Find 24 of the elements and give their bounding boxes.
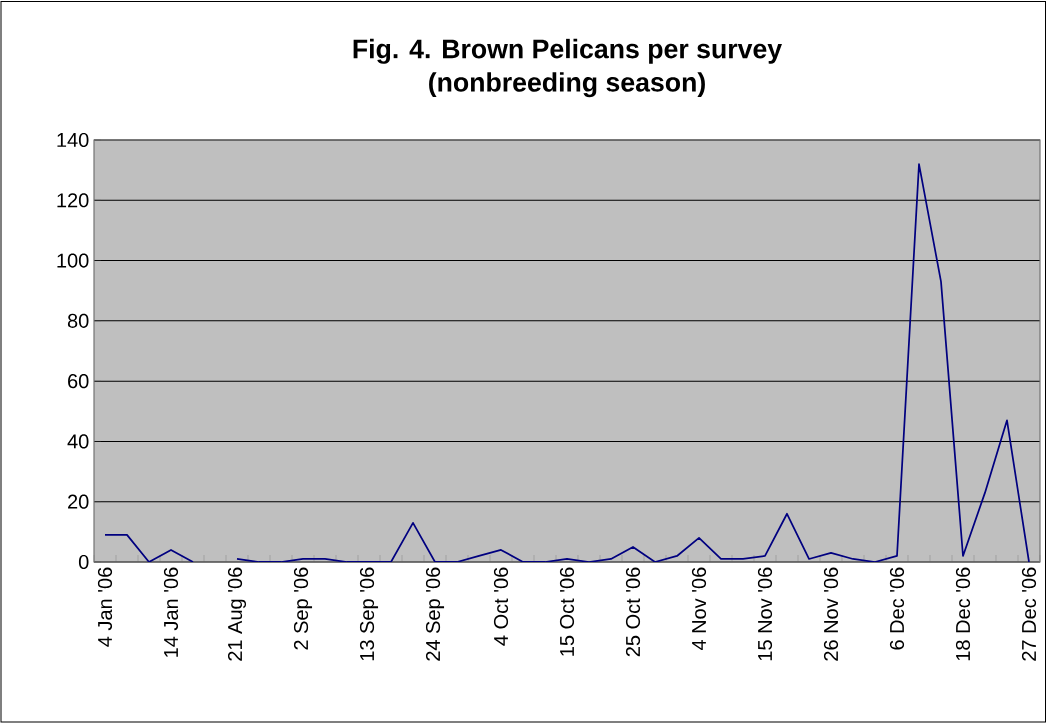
y-tick-label: 80 (67, 313, 89, 328)
x-tick-label: 18 Dec '06 (955, 567, 971, 661)
y-tick-label: 140 (57, 132, 89, 148)
x-tick-label: 15 Nov '06 (757, 567, 773, 661)
x-tick-label: 4 Jan '06 (97, 567, 113, 647)
y-tick-label: 40 (67, 434, 89, 449)
x-tick-label: 4 Oct '06 (493, 567, 509, 646)
x-tick-label: 4 Nov '06 (691, 567, 707, 651)
x-tick-label: 27 Dec '06 (1021, 567, 1037, 661)
x-tick-label: 26 Nov '06 (823, 567, 839, 661)
x-tick-label: 2 Sep '06 (293, 567, 313, 650)
x-tick-label: 25 Oct '06 (625, 567, 641, 657)
y-tick-label: 60 (68, 374, 89, 389)
x-tick-label: 14 Jan '06 (163, 567, 179, 657)
y-tick-label: 20 (68, 494, 89, 509)
y-tick-label: 100 (57, 253, 89, 268)
chart-title: Fig. 4. Brown Pelicans per survey (nonbreeding season) (353, 38, 782, 98)
y-tick-label: 120 (57, 193, 89, 208)
x-tick-label: 21 Aug '06 (227, 567, 247, 661)
x-tick-label: 13 Sep '06 (359, 567, 379, 661)
x-tick-label: 15 Oct '06 (559, 567, 575, 656)
x-tick-label: 24 Sep '06 (425, 567, 445, 661)
y-tick-label: 0 (78, 554, 89, 570)
x-tick-label: 6 Dec '06 (889, 567, 905, 650)
